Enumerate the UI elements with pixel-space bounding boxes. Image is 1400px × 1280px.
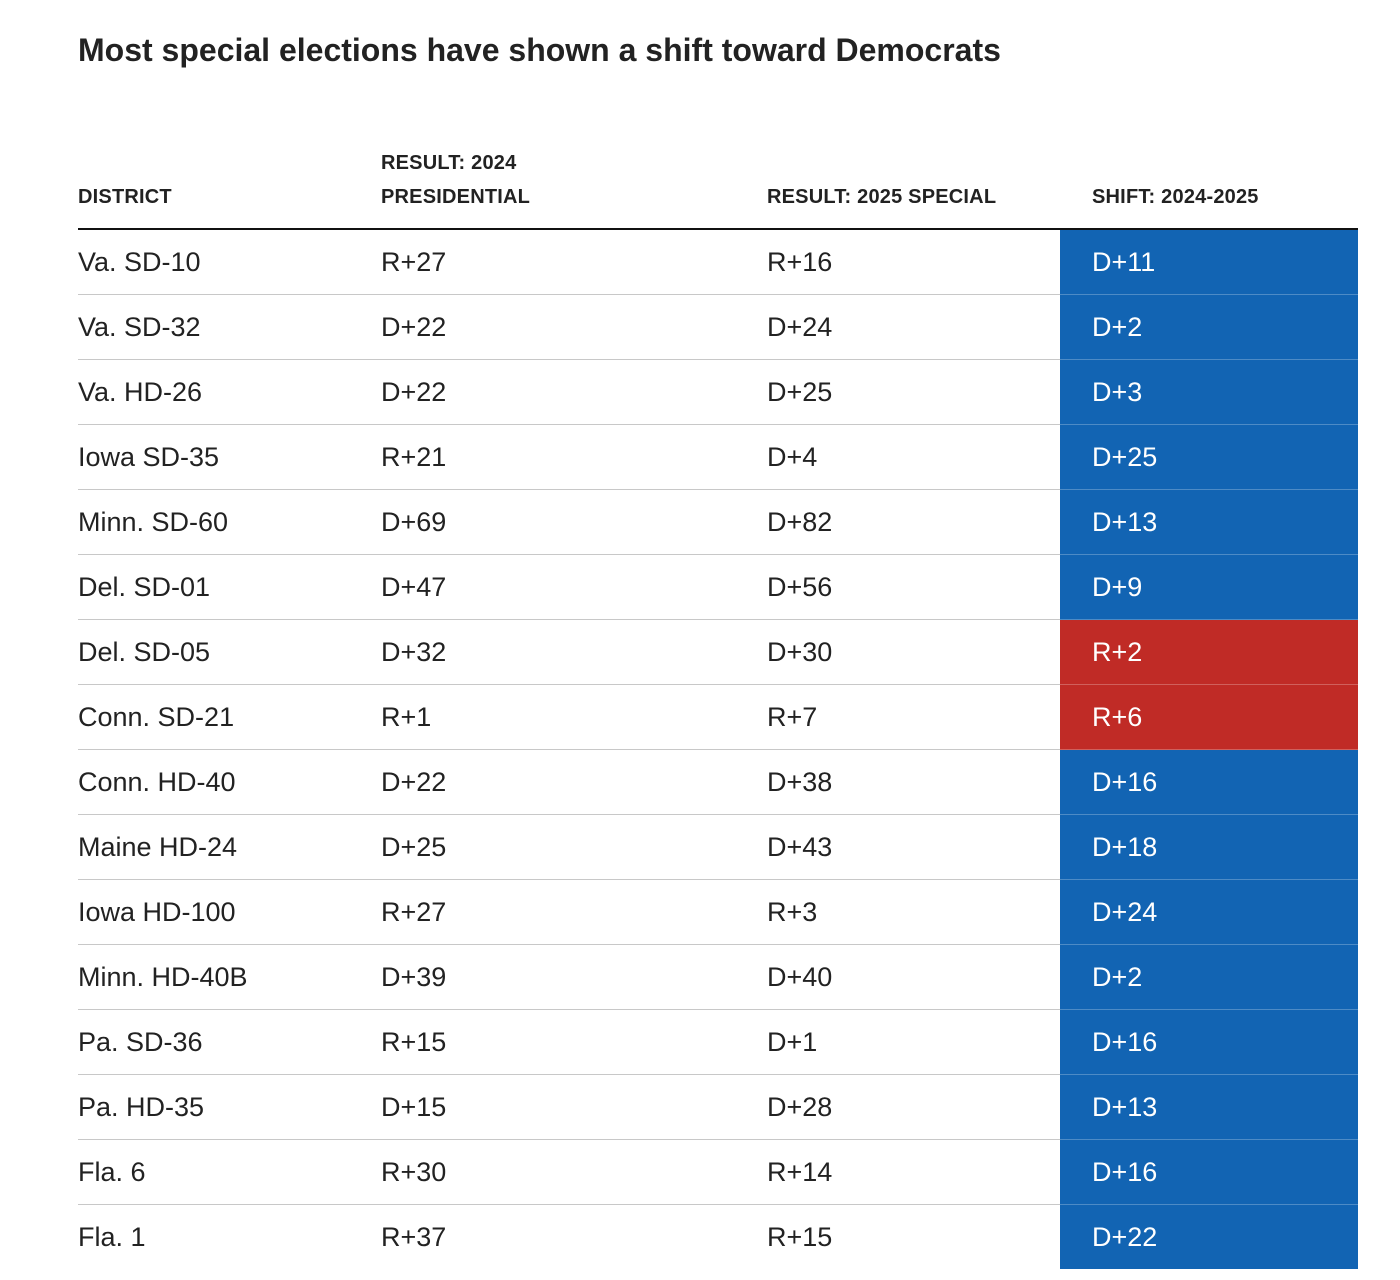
result-2025-cell: D+82 [767, 489, 1060, 555]
table-row: Conn. HD-40 D+22 D+38 D+16 [78, 749, 1358, 815]
shift-cell: D+16 [1060, 1009, 1358, 1075]
result-2024-cell: D+22 [381, 749, 767, 815]
result-2024-cell: R+21 [381, 424, 767, 490]
table-row: Fla. 1 R+37 R+15 D+22 [78, 1204, 1358, 1269]
result-2024-cell: D+39 [381, 944, 767, 1010]
district-cell: Fla. 6 [78, 1139, 381, 1205]
header-district: DISTRICT [78, 130, 381, 230]
result-2024-cell: D+22 [381, 294, 767, 360]
result-2024-cell: R+30 [381, 1139, 767, 1205]
district-cell: Pa. HD-35 [78, 1074, 381, 1140]
district-cell: Fla. 1 [78, 1222, 146, 1252]
result-2025-cell: D+24 [767, 294, 1060, 360]
table-row: Conn. SD-21 R+1 R+7 R+6 [78, 684, 1358, 750]
header-shift: SHIFT: 2024-2025 [1060, 130, 1358, 230]
shift-cell: D+25 [1060, 424, 1358, 490]
district-cell: Conn. SD-21 [78, 684, 381, 750]
result-2025-cell: R+16 [767, 229, 1060, 295]
result-2025-cell: D+56 [767, 554, 1060, 620]
results-table: DISTRICT RESULT: 2024 PRESIDENTIAL RESUL… [78, 130, 1358, 1269]
table-row: Minn. HD-40B D+39 D+40 D+2 [78, 944, 1358, 1010]
result-2024-cell: D+47 [381, 554, 767, 620]
result-2024-cell: R+15 [381, 1009, 767, 1075]
shift-cell: D+2 [1060, 944, 1358, 1010]
result-2025-cell: D+4 [767, 424, 1060, 490]
shift-cell: D+9 [1060, 554, 1358, 620]
district-cell: Va. HD-26 [78, 359, 381, 425]
header-result-2025: RESULT: 2025 SPECIAL [767, 130, 1060, 230]
district-cell: Va. SD-10 [78, 229, 381, 295]
result-2025-cell: D+1 [767, 1009, 1060, 1075]
table-row: Iowa HD-100 R+27 R+3 D+24 [78, 879, 1358, 945]
table-row: Del. SD-01 D+47 D+56 D+9 [78, 554, 1358, 620]
shift-cell: D+13 [1060, 489, 1358, 555]
header-district-line1: DISTRICT [78, 186, 172, 208]
shift-cell: R+2 [1060, 619, 1358, 685]
header-result-2024-line2: PRESIDENTIAL [381, 186, 531, 208]
district-cell: Va. SD-32 [78, 294, 381, 360]
result-2024-cell: D+32 [381, 619, 767, 685]
header-result-2024-line1: RESULT: 2024 [381, 152, 517, 174]
header-result-2025-line1: RESULT: 2025 SPECIAL [767, 186, 997, 208]
shift-cell: D+16 [1060, 1139, 1358, 1205]
district-cell: Pa. SD-36 [78, 1009, 381, 1075]
table-row: Del. SD-05 D+32 D+30 R+2 [78, 619, 1358, 685]
result-2025-cell: R+14 [767, 1139, 1060, 1205]
district-cell: Minn. HD-40B [78, 944, 381, 1010]
result-2025-cell: D+40 [767, 944, 1060, 1010]
table-row: Fla. 6 R+30 R+14 D+16 [78, 1139, 1358, 1205]
table-row: Minn. SD-60 D+69 D+82 D+13 [78, 489, 1358, 555]
shift-cell: D+13 [1060, 1074, 1358, 1140]
result-2024-cell: R+37 [381, 1222, 447, 1252]
table-row: Iowa SD-35 R+21 D+4 D+25 [78, 424, 1358, 490]
result-2024-cell: R+1 [381, 684, 767, 750]
shift-cell: D+3 [1060, 359, 1358, 425]
result-2025-cell: R+7 [767, 684, 1060, 750]
shift-cell: D+16 [1060, 749, 1358, 815]
result-2025-cell: D+25 [767, 359, 1060, 425]
header-shift-line1: SHIFT: 2024-2025 [1092, 186, 1259, 208]
table-row: Va. HD-26 D+22 D+25 D+3 [78, 359, 1358, 425]
district-cell: Minn. SD-60 [78, 489, 381, 555]
result-2024-cell: R+27 [381, 229, 767, 295]
shift-cell: D+2 [1060, 294, 1358, 360]
table-row: Va. SD-32 D+22 D+24 D+2 [78, 294, 1358, 360]
shift-cell: D+24 [1060, 879, 1358, 945]
result-2024-cell: D+22 [381, 359, 767, 425]
table-row: Pa. SD-36 R+15 D+1 D+16 [78, 1009, 1358, 1075]
result-2025-cell: D+28 [767, 1074, 1060, 1140]
district-cell: Del. SD-05 [78, 619, 381, 685]
result-2025-cell: R+15 [767, 1222, 833, 1252]
table-body: Va. SD-10 R+27 R+16 D+11 Va. SD-32 D+22 D+24 D+… [78, 229, 1358, 1269]
result-2024-cell: D+69 [381, 489, 767, 555]
shift-cell: D+11 [1060, 229, 1358, 295]
result-2025-cell: R+3 [767, 879, 1060, 945]
district-cell: Conn. HD-40 [78, 749, 381, 815]
result-2025-cell: D+38 [767, 749, 1060, 815]
district-cell: Maine HD-24 [78, 814, 381, 880]
shift-cell: R+6 [1060, 684, 1358, 750]
table-row: Maine HD-24 D+25 D+43 D+18 [78, 814, 1358, 880]
district-cell: Del. SD-01 [78, 554, 381, 620]
shift-cell: D+18 [1060, 814, 1358, 880]
header-row: DISTRICT RESULT: 2024 PRESIDENTIAL RESUL… [78, 130, 1358, 230]
header-result-2024: RESULT: 2024 PRESIDENTIAL [381, 130, 767, 230]
district-cell: Iowa SD-35 [78, 424, 381, 490]
table-row: Va. SD-10 R+27 R+16 D+11 [78, 229, 1358, 295]
district-cell: Iowa HD-100 [78, 879, 381, 945]
chart-title: Most special elections have shown a shif… [78, 32, 1001, 68]
result-2025-cell: D+30 [767, 619, 1060, 685]
result-2024-cell: R+27 [381, 879, 767, 945]
result-2024-cell: D+25 [381, 814, 767, 880]
result-2024-cell: D+15 [381, 1074, 767, 1140]
shift-cell: D+22 [1060, 1204, 1358, 1269]
table-row: Pa. HD-35 D+15 D+28 D+13 [78, 1074, 1358, 1140]
result-2025-cell: D+43 [767, 814, 1060, 880]
